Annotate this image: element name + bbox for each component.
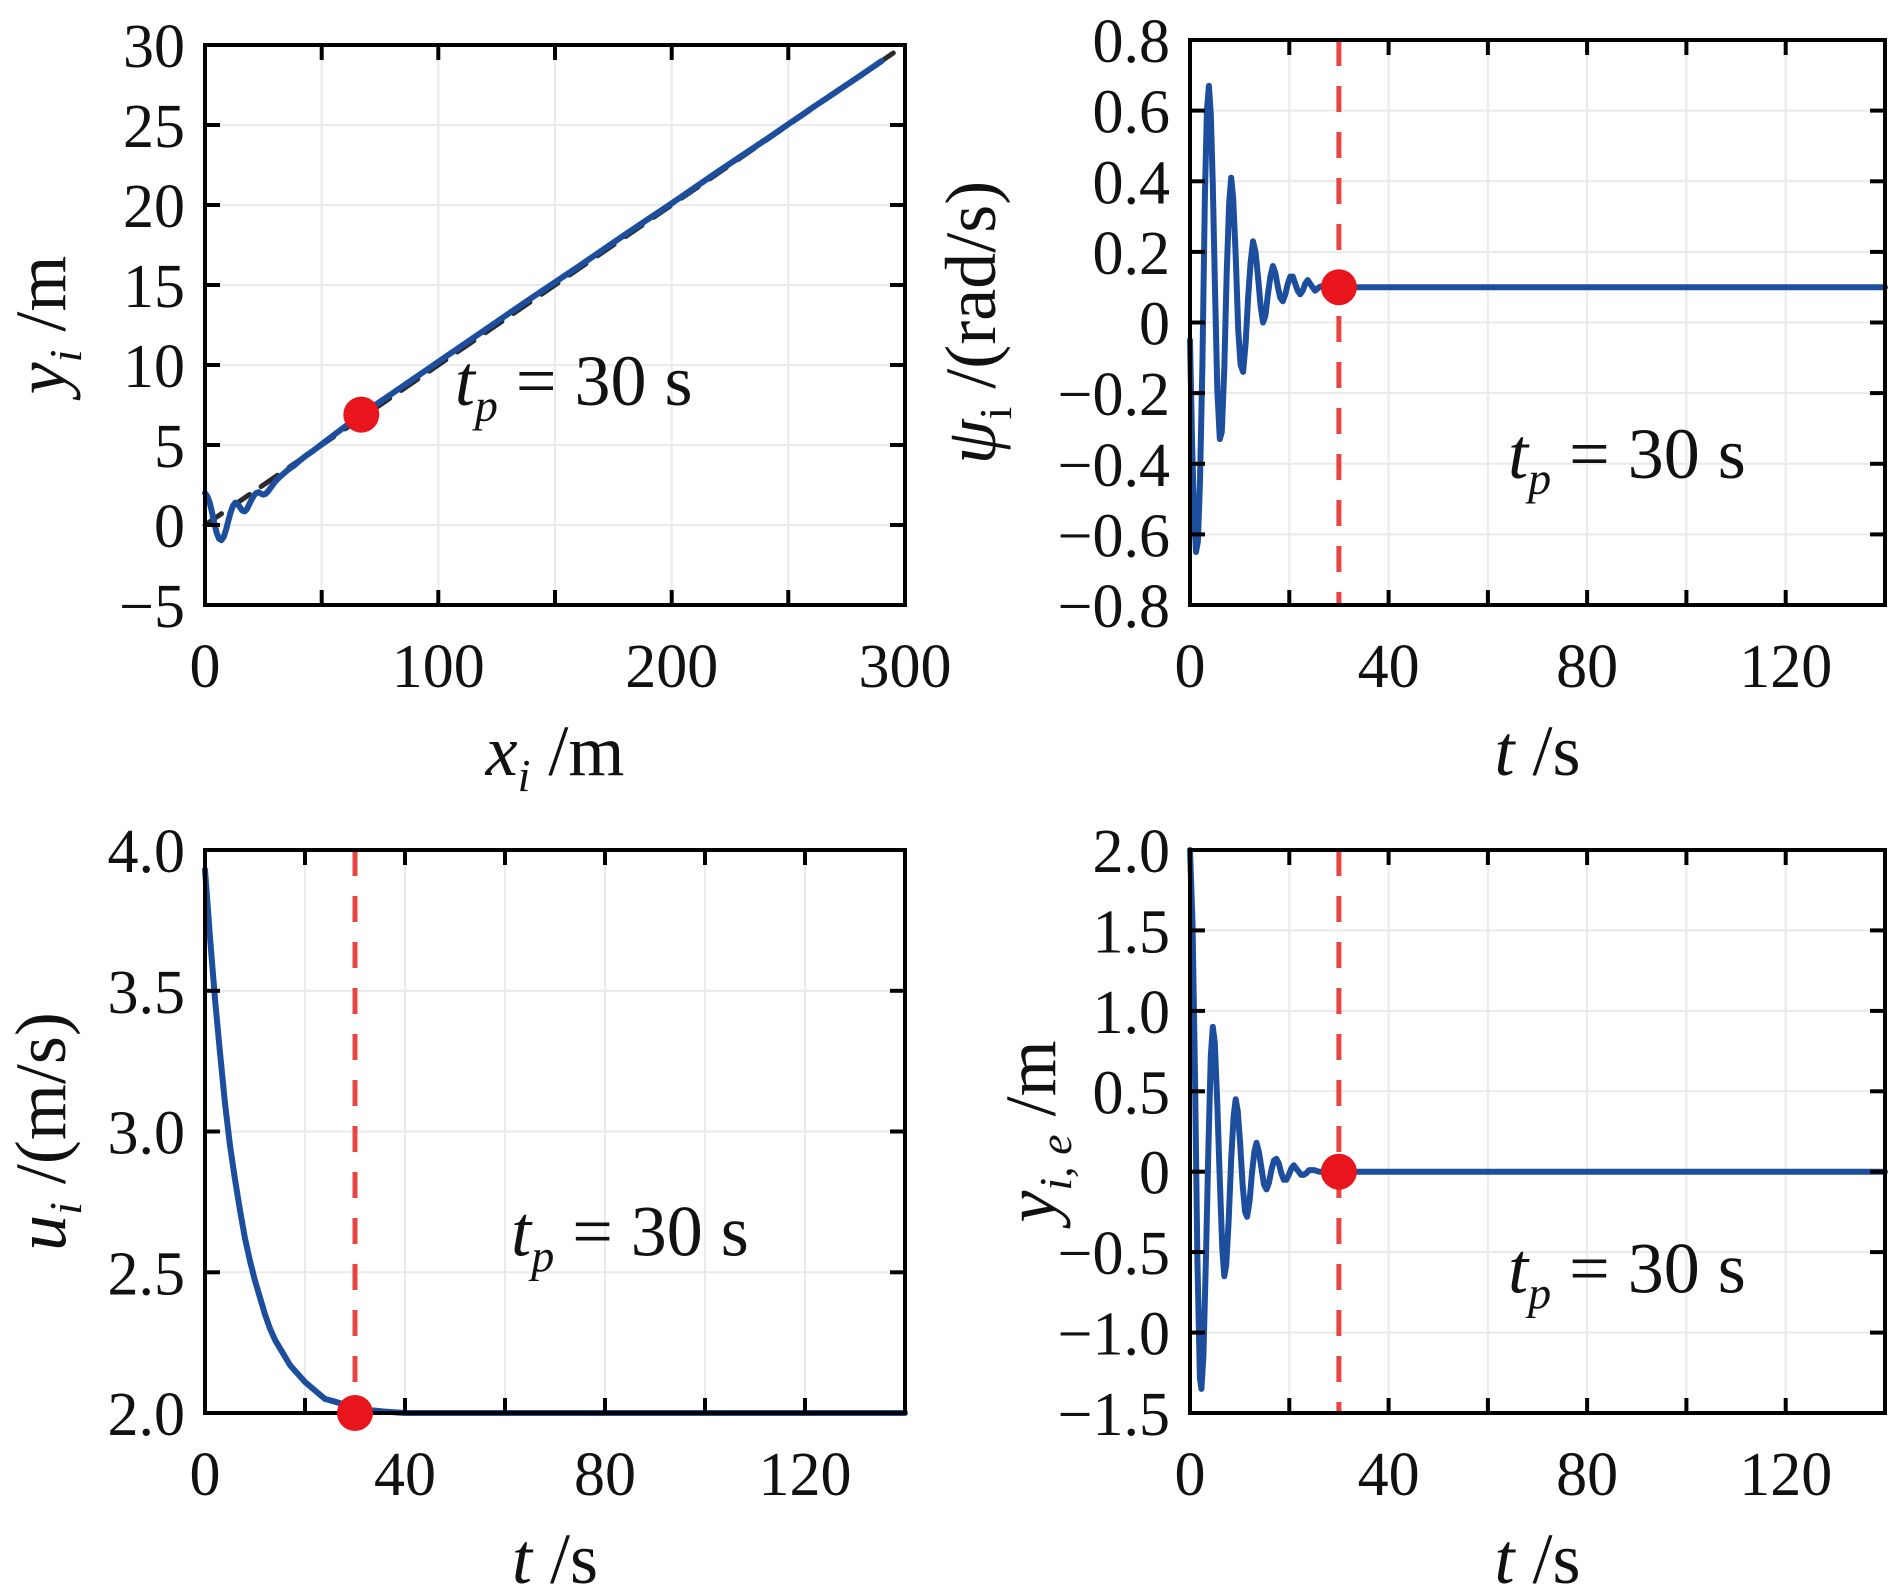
x-tick-label: 40 <box>374 1441 436 1509</box>
axes-box <box>1188 848 1887 1415</box>
vehicle-path-line <box>202 58 885 544</box>
y-tick-label: 2.5 <box>108 1240 186 1308</box>
y-tick-label: 4.0 <box>108 818 186 886</box>
y-tick-label: 3.5 <box>108 959 186 1027</box>
x-axis-label: t /s <box>512 1519 598 1587</box>
tp-marker-dot <box>337 1395 373 1431</box>
y-tick-label: 0 <box>1139 291 1170 359</box>
y-tick-label: 0.4 <box>1093 149 1171 217</box>
y-tick-label: −0.4 <box>1058 432 1170 500</box>
x-tick-label: 80 <box>1556 633 1618 701</box>
y-tick-label: 0.8 <box>1093 8 1171 76</box>
tp-annotation: tp = 30 s <box>1508 414 1746 504</box>
y-tick-label: 10 <box>123 333 185 401</box>
y-tick-label: −0.6 <box>1058 502 1170 570</box>
tp-marker-dot <box>343 396 380 433</box>
x-tick-label: 0 <box>190 633 221 701</box>
y-tick-label: −5 <box>119 573 185 641</box>
y-tick-label: 20 <box>123 173 185 241</box>
x-tick-label: 120 <box>759 1441 852 1509</box>
tp-marker-dot <box>1320 1153 1357 1190</box>
x-axis-label: t /s <box>1494 711 1580 791</box>
y-tick-label: 2.0 <box>108 1381 186 1449</box>
x-tick-label: 200 <box>625 633 718 701</box>
x-tick-label: 80 <box>1556 1441 1618 1509</box>
y-tick-label: 0.2 <box>1093 220 1171 288</box>
y-tick-label: 25 <box>123 93 185 161</box>
y-tick-label: −1.5 <box>1058 1381 1170 1449</box>
y-axis-label: ui /(m/s) <box>1 1012 91 1251</box>
y-axis-label: yi, e /m <box>991 1040 1081 1229</box>
y-tick-label: 0 <box>154 493 185 561</box>
x-tick-label: 120 <box>1739 633 1832 701</box>
tp-annotation: tp = 30 s <box>1508 1228 1746 1318</box>
y-tick-label: 30 <box>123 13 185 81</box>
y-tick-label: −0.2 <box>1058 361 1170 429</box>
y-tick-label: −1.0 <box>1058 1301 1170 1369</box>
y-tick-label: −0.5 <box>1058 1220 1170 1288</box>
y-tick-label: 3.0 <box>108 1100 186 1168</box>
x-tick-label: 40 <box>1358 1441 1420 1509</box>
cross-track-error-line <box>1187 847 1888 1392</box>
y-tick-label: 0 <box>1139 1140 1170 1208</box>
tp-annotation: tp = 30 s <box>455 341 693 431</box>
y-tick-label: 5 <box>154 413 185 481</box>
y-tick-label: 0.5 <box>1093 1059 1171 1127</box>
y-tick-label: 0.6 <box>1093 79 1171 147</box>
x-tick-label: 100 <box>392 633 485 701</box>
y-tick-label: 2.0 <box>1093 818 1171 886</box>
y-tick-label: 15 <box>123 253 185 321</box>
y-axis-label: ψi /(rad/s) <box>931 181 1021 464</box>
tp-annotation: tp = 30 s <box>511 1191 749 1281</box>
x-axis-label: xi /m <box>485 711 625 801</box>
x-tick-label: 40 <box>1358 633 1420 701</box>
x-tick-label: 300 <box>859 633 952 701</box>
x-axis-label: t /s <box>1494 1519 1580 1587</box>
x-tick-label: 0 <box>1175 633 1206 701</box>
y-tick-label: −0.8 <box>1058 573 1170 641</box>
x-tick-label: 0 <box>1175 1441 1206 1509</box>
tp-marker-dot <box>1320 269 1357 306</box>
y-tick-label: 1.0 <box>1093 979 1171 1047</box>
y-tick-label: 1.5 <box>1093 898 1171 966</box>
subplot-surge-speed: 0 40 80 120 4.0 3.5 3.0 2.5 2.0 t /s ui /(m/s) tp =… <box>1 818 908 1587</box>
x-tick-label: 80 <box>574 1441 636 1509</box>
subplot-cross-track-error: 0 40 80 120 2.0 1.5 1.0 0.5 0 −0.5 −1.0 −1.5 t /s yi,… <box>991 818 1888 1587</box>
y-axis-label: yi /m <box>1 256 91 402</box>
x-tick-label: 120 <box>1739 1441 1832 1509</box>
yaw-rate-line <box>1187 82 1888 555</box>
surge-speed-line <box>202 866 908 1416</box>
x-tick-label: 0 <box>190 1441 221 1509</box>
